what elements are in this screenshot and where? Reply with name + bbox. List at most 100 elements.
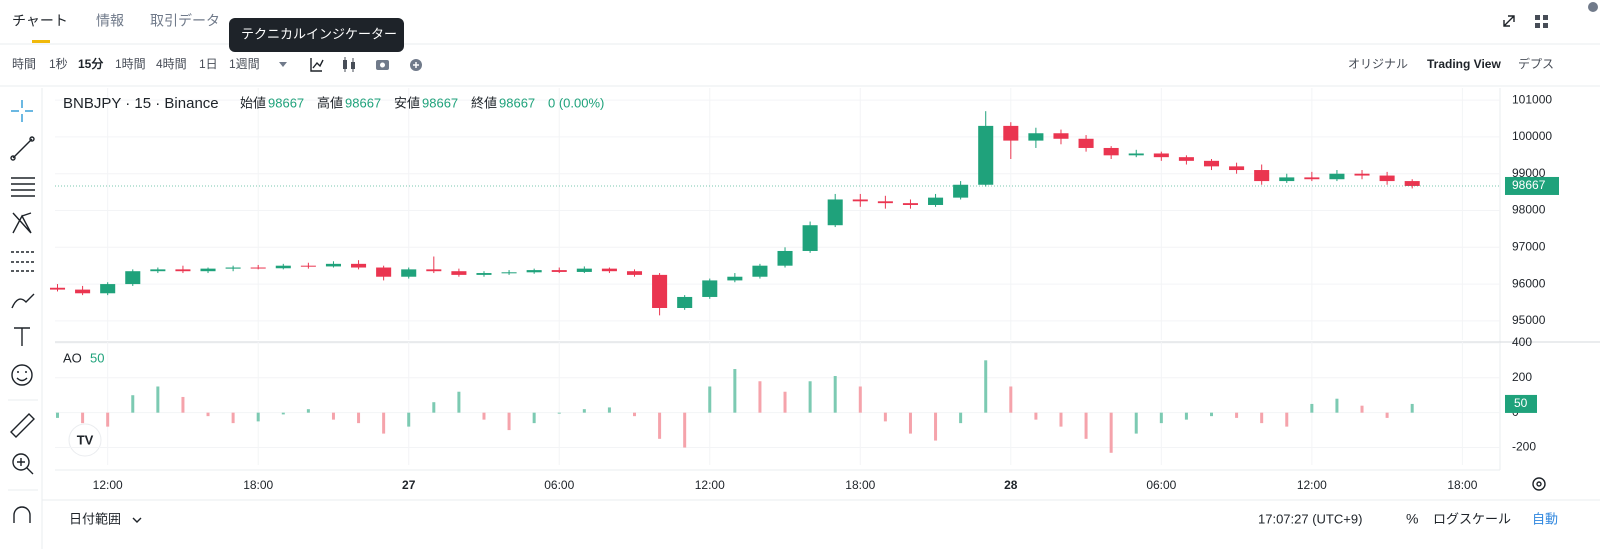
tab[interactable]: 取引データ xyxy=(150,13,220,29)
interval-active[interactable]: 15分 xyxy=(78,56,103,71)
clock: 17:07:27 (UTC+9) xyxy=(1258,511,1362,526)
ao-bar xyxy=(1059,412,1063,427)
ao-bar xyxy=(783,391,787,413)
tooltip-text: テクニカルインジケーター xyxy=(241,26,397,41)
ao-bar xyxy=(557,412,561,414)
indicator-icon[interactable] xyxy=(310,58,324,72)
candle-body xyxy=(125,271,141,285)
ao-bar xyxy=(1335,398,1339,413)
ao-bar xyxy=(733,369,737,413)
candle-body xyxy=(325,263,341,267)
candle-body xyxy=(752,265,768,277)
y-tick-label: 96000 xyxy=(1512,276,1546,290)
candle-body xyxy=(376,267,392,277)
ruler-tool[interactable] xyxy=(10,413,35,438)
candle-body xyxy=(1178,157,1194,161)
interval[interactable]: 時間 xyxy=(12,57,36,71)
crosshair-tool[interactable] xyxy=(11,100,33,122)
log-toggle[interactable]: ログスケール xyxy=(1433,511,1511,526)
legend-label: 始値 xyxy=(240,95,266,110)
view-option[interactable]: オリジナル xyxy=(1348,57,1408,71)
candle-body xyxy=(1128,153,1144,156)
candle-body xyxy=(902,203,918,205)
interval[interactable]: 1時間 xyxy=(115,57,146,71)
interval[interactable]: 1秒 xyxy=(49,57,68,71)
candle-body xyxy=(1379,175,1395,182)
candle-body xyxy=(802,225,818,251)
tab[interactable]: 情報 xyxy=(96,13,124,29)
view-option-active[interactable]: Trading View xyxy=(1427,57,1501,71)
ao-bar xyxy=(1360,405,1364,413)
ao-bar xyxy=(934,412,938,441)
candle-body xyxy=(827,199,843,226)
interval[interactable]: 4時間 xyxy=(156,57,187,71)
ao-bar xyxy=(758,381,762,413)
candle-body xyxy=(978,125,994,185)
ao-bar xyxy=(256,412,260,422)
symbol: BNBJPY · 15 · Binance xyxy=(63,95,219,112)
interval[interactable]: 1週間 xyxy=(229,57,260,71)
text-tool[interactable] xyxy=(14,327,30,346)
ao-bar xyxy=(607,407,611,413)
interval[interactable]: 1日 xyxy=(199,57,218,71)
candle-body xyxy=(1279,177,1295,182)
ao-bar xyxy=(582,409,586,413)
ao-bar xyxy=(56,412,60,418)
price-badge-label: 98667 xyxy=(1512,178,1546,192)
candle-body xyxy=(1103,147,1119,156)
candle-icon[interactable] xyxy=(343,57,355,72)
ao-bar xyxy=(532,412,536,424)
pattern-tool[interactable] xyxy=(12,212,32,234)
brush-tool[interactable] xyxy=(11,293,35,309)
y-tick-label: 98000 xyxy=(1512,203,1546,217)
fullscreen-icon[interactable] xyxy=(1503,15,1515,27)
chevron[interactable] xyxy=(132,517,142,523)
magnet-tool[interactable] xyxy=(13,506,31,523)
ao-bar xyxy=(1134,412,1138,434)
ao-bar xyxy=(432,402,436,413)
ao-bar xyxy=(959,412,963,424)
candle-body xyxy=(1404,181,1420,186)
add-icon[interactable] xyxy=(410,59,422,71)
x-tick-label: 28 xyxy=(1004,478,1018,492)
y-tick-label: -200 xyxy=(1512,440,1536,454)
zoom-tool[interactable] xyxy=(12,453,34,475)
fib-tool[interactable] xyxy=(11,177,35,197)
settings-icon[interactable] xyxy=(1532,477,1546,491)
candle-body xyxy=(526,270,542,273)
camera-icon[interactable] xyxy=(376,60,389,70)
candle-body xyxy=(501,272,517,274)
line-tool[interactable] xyxy=(10,136,35,161)
candle-body xyxy=(75,289,91,294)
x-tick-label: 12:00 xyxy=(695,478,725,492)
emoji-tool[interactable] xyxy=(11,364,33,386)
ao-bar xyxy=(1235,412,1239,418)
auto-toggle[interactable]: 自動 xyxy=(1532,511,1558,526)
y-tick-label: 200 xyxy=(1512,370,1532,384)
svg-text:TV: TV xyxy=(77,432,94,447)
candle-body xyxy=(200,268,216,272)
layout-icon[interactable] xyxy=(1535,15,1548,28)
candle-body xyxy=(652,274,668,308)
x-tick-label: 06:00 xyxy=(1146,478,1176,492)
tv-logo: TV xyxy=(68,423,102,457)
candle-body xyxy=(451,271,467,275)
view-option[interactable]: デプス xyxy=(1518,56,1554,71)
dropdown-icon[interactable] xyxy=(279,62,287,67)
candle-body xyxy=(1229,166,1245,171)
projection-tool[interactable] xyxy=(11,251,35,272)
percent-toggle[interactable]: % xyxy=(1406,511,1418,527)
ao-bar xyxy=(106,412,110,427)
candle-body xyxy=(1329,173,1345,180)
x-tick-label: 06:00 xyxy=(544,478,574,492)
tab[interactable]: チャート xyxy=(12,13,68,29)
ao-bar xyxy=(231,412,235,424)
candle-body xyxy=(551,270,567,272)
ao-bar xyxy=(131,395,135,413)
ao-bar xyxy=(633,412,637,417)
ao-bar xyxy=(683,412,687,448)
ao-bar xyxy=(382,412,386,434)
date-range[interactable]: 日付範囲 xyxy=(69,511,121,526)
candle-body xyxy=(426,269,442,272)
close-icon[interactable] xyxy=(1588,2,1598,12)
